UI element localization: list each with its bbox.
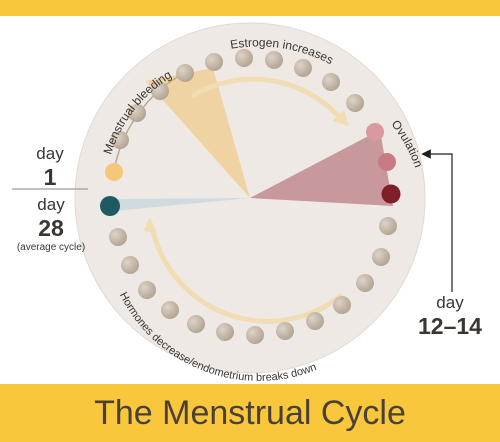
cycle-bead: [151, 82, 169, 100]
day28-wedge: [114, 198, 250, 211]
day1-number: 1: [43, 164, 57, 190]
cycle-bead: [322, 73, 340, 91]
day28-number: 28: [38, 215, 64, 241]
cycle-bead: [176, 64, 194, 82]
cycle-bead: [346, 94, 364, 112]
cycle-bead: [138, 281, 156, 299]
cycle-bead: [111, 131, 129, 149]
ovulation-day-word: day: [436, 293, 464, 312]
ovulation-pointer: [421, 149, 453, 292]
cycle-bead: [265, 51, 283, 69]
cycle-bead: [109, 228, 127, 246]
cycle-bead: [372, 248, 390, 266]
day1-bead: [105, 163, 123, 181]
day28-bead: [100, 196, 120, 216]
ovulation-day-number: 12–14: [418, 313, 482, 339]
estrogen-arrow-head: [332, 110, 349, 126]
ovulation-bead: [378, 153, 396, 171]
ovulation-bead: [366, 123, 384, 141]
day28-marker: day 28 (average cycle): [6, 195, 96, 253]
cycle-bead: [356, 274, 374, 292]
cycle-bead: [187, 315, 205, 333]
cycle-bead: [216, 323, 234, 341]
cycle-bead: [161, 301, 179, 319]
day1-marker: day 1: [20, 144, 80, 191]
hormones-arrow-head: [143, 217, 157, 233]
cycle-bead: [246, 326, 264, 344]
cycle-bead: [276, 322, 294, 340]
cycle-bead: [128, 104, 146, 122]
day1-word: day: [36, 144, 64, 163]
estrogen-arrow-arc: [190, 76, 344, 122]
ovulation-peak-bead: [381, 184, 401, 204]
cycle-bead: [121, 256, 139, 274]
diagram-title: The Menstrual Cycle: [94, 393, 406, 432]
day28-word: day: [37, 195, 65, 214]
cycle-bead: [235, 49, 253, 67]
cycle-bead: [306, 312, 324, 330]
ovulation-day-marker: day 12–14: [405, 293, 495, 340]
day28-note: (average cycle): [16, 242, 86, 253]
title-banner: The Menstrual Cycle: [0, 384, 500, 442]
cycle-bead: [294, 59, 312, 77]
cycle-bead: [205, 53, 223, 71]
cycle-bead: [333, 296, 351, 314]
cycle-bead: [379, 217, 397, 235]
cycle-beads: [100, 49, 401, 344]
top-banner: [0, 0, 500, 16]
menstrual-wedge: [146, 68, 250, 198]
ovulation-wedge: [250, 130, 393, 206]
